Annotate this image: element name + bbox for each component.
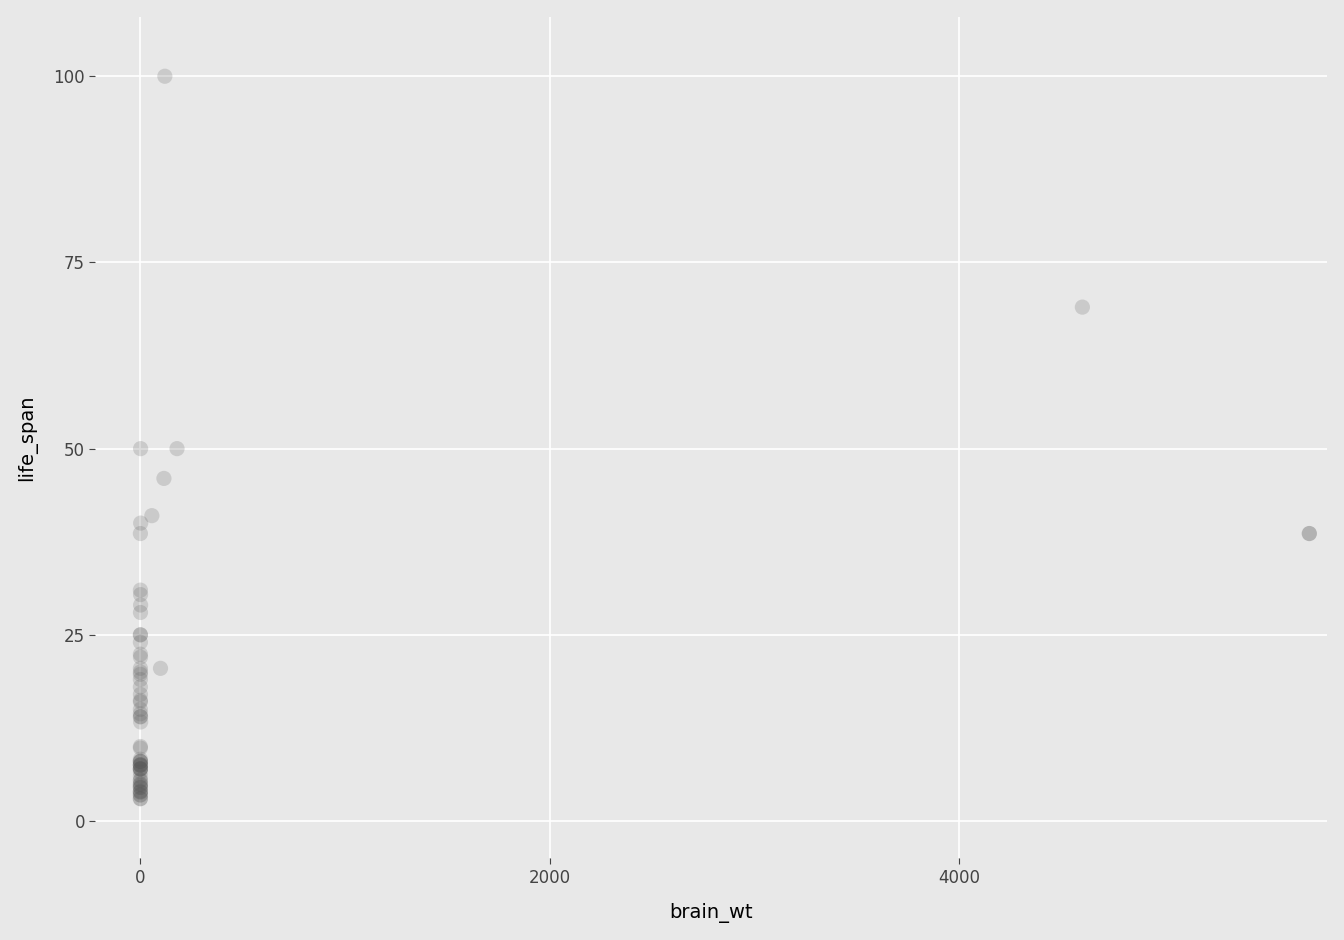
Point [129, 739, 151, 754]
Y-axis label: life_span: life_span [16, 394, 36, 480]
Point [129, 758, 151, 773]
Point [129, 693, 151, 708]
Point [129, 791, 151, 807]
Point [129, 647, 151, 662]
Point [129, 754, 151, 769]
Point [129, 680, 151, 695]
Point [149, 661, 171, 676]
Point [129, 666, 151, 681]
Point [130, 650, 152, 665]
Point [129, 780, 151, 795]
Point [129, 706, 151, 721]
Point [155, 69, 176, 84]
Point [129, 695, 151, 710]
Point [130, 605, 152, 620]
Point [167, 441, 188, 456]
Point [129, 777, 151, 792]
Point [129, 709, 151, 724]
Point [129, 785, 151, 800]
Point [129, 776, 151, 791]
Point [153, 471, 175, 486]
Point [129, 769, 151, 784]
Point [129, 758, 151, 773]
Point [129, 757, 151, 772]
Point [129, 784, 151, 799]
Point [1298, 526, 1320, 541]
Point [129, 780, 151, 795]
Point [1298, 526, 1320, 541]
Point [129, 758, 151, 773]
Point [130, 441, 152, 456]
Point [130, 515, 152, 530]
Point [1071, 300, 1093, 315]
Point [130, 598, 152, 613]
Point [129, 627, 151, 642]
Point [141, 509, 163, 524]
Point [129, 583, 151, 598]
Point [129, 761, 151, 776]
Point [129, 754, 151, 769]
Point [129, 627, 151, 642]
Point [129, 634, 151, 650]
Point [129, 752, 151, 767]
X-axis label: brain_wt: brain_wt [669, 903, 753, 923]
Point [129, 778, 151, 793]
Point [130, 709, 152, 724]
Point [129, 526, 151, 541]
Point [130, 714, 152, 729]
Point [129, 672, 151, 687]
Point [129, 773, 151, 788]
Point [129, 687, 151, 702]
Point [129, 702, 151, 717]
Point [129, 785, 151, 800]
Point [129, 665, 151, 680]
Point [129, 764, 151, 779]
Point [129, 761, 151, 776]
Point [129, 788, 151, 803]
Point [129, 661, 151, 676]
Point [129, 774, 151, 789]
Point [129, 761, 151, 776]
Point [129, 761, 151, 776]
Point [129, 741, 151, 756]
Point [129, 791, 151, 807]
Point [130, 588, 152, 603]
Point [129, 788, 151, 803]
Point [129, 754, 151, 769]
